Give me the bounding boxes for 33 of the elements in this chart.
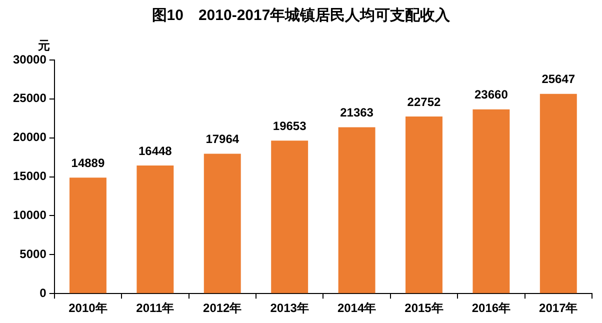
y-tick-label: 30000 [12,52,47,66]
bar [472,109,510,294]
bar [204,154,241,294]
data-label: 17964 [206,132,240,146]
x-tick-label: 2011年 [136,301,174,316]
data-label: 16448 [138,144,172,158]
x-tick-label: 2014年 [337,301,376,316]
bar [271,140,308,294]
bar [540,94,577,294]
y-tick-label: 10000 [12,208,47,222]
y-tick-label: 25000 [12,91,47,106]
data-label: 14889 [71,156,105,170]
bar [69,178,106,294]
x-tick-label: 2013年 [270,301,309,316]
y-tick-label: 5000 [20,246,47,261]
data-label: 19653 [272,118,307,133]
bar [406,116,442,294]
bar [338,127,376,294]
chart-title: 图10 2010-2017年城镇居民人均可支配收入 [150,6,452,25]
x-tick-label: 2010年 [68,301,108,316]
x-tick-label: 2016年 [472,301,511,316]
data-label: 25647 [542,72,576,86]
data-label: 23660 [474,88,508,102]
y-tick-label: 20000 [12,130,47,144]
data-label: 22752 [407,94,441,109]
x-tick-label: 2012年 [203,301,242,316]
x-tick-label: 2015年 [404,301,444,316]
y-tick-label: 15000 [12,169,47,184]
y-axis-title: 元 [37,38,50,52]
data-label: 21363 [340,106,374,120]
y-tick-label: 0 [40,286,47,300]
bar [136,166,174,294]
x-tick-label: 2017年 [539,301,578,316]
